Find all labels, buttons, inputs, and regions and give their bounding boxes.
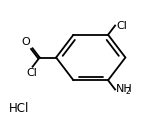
Text: 2: 2 [126,86,130,96]
Text: O: O [22,37,31,47]
Text: Cl: Cl [26,68,37,78]
Text: NH: NH [116,84,133,94]
Text: HCl: HCl [9,102,29,115]
Text: Cl: Cl [116,21,127,31]
